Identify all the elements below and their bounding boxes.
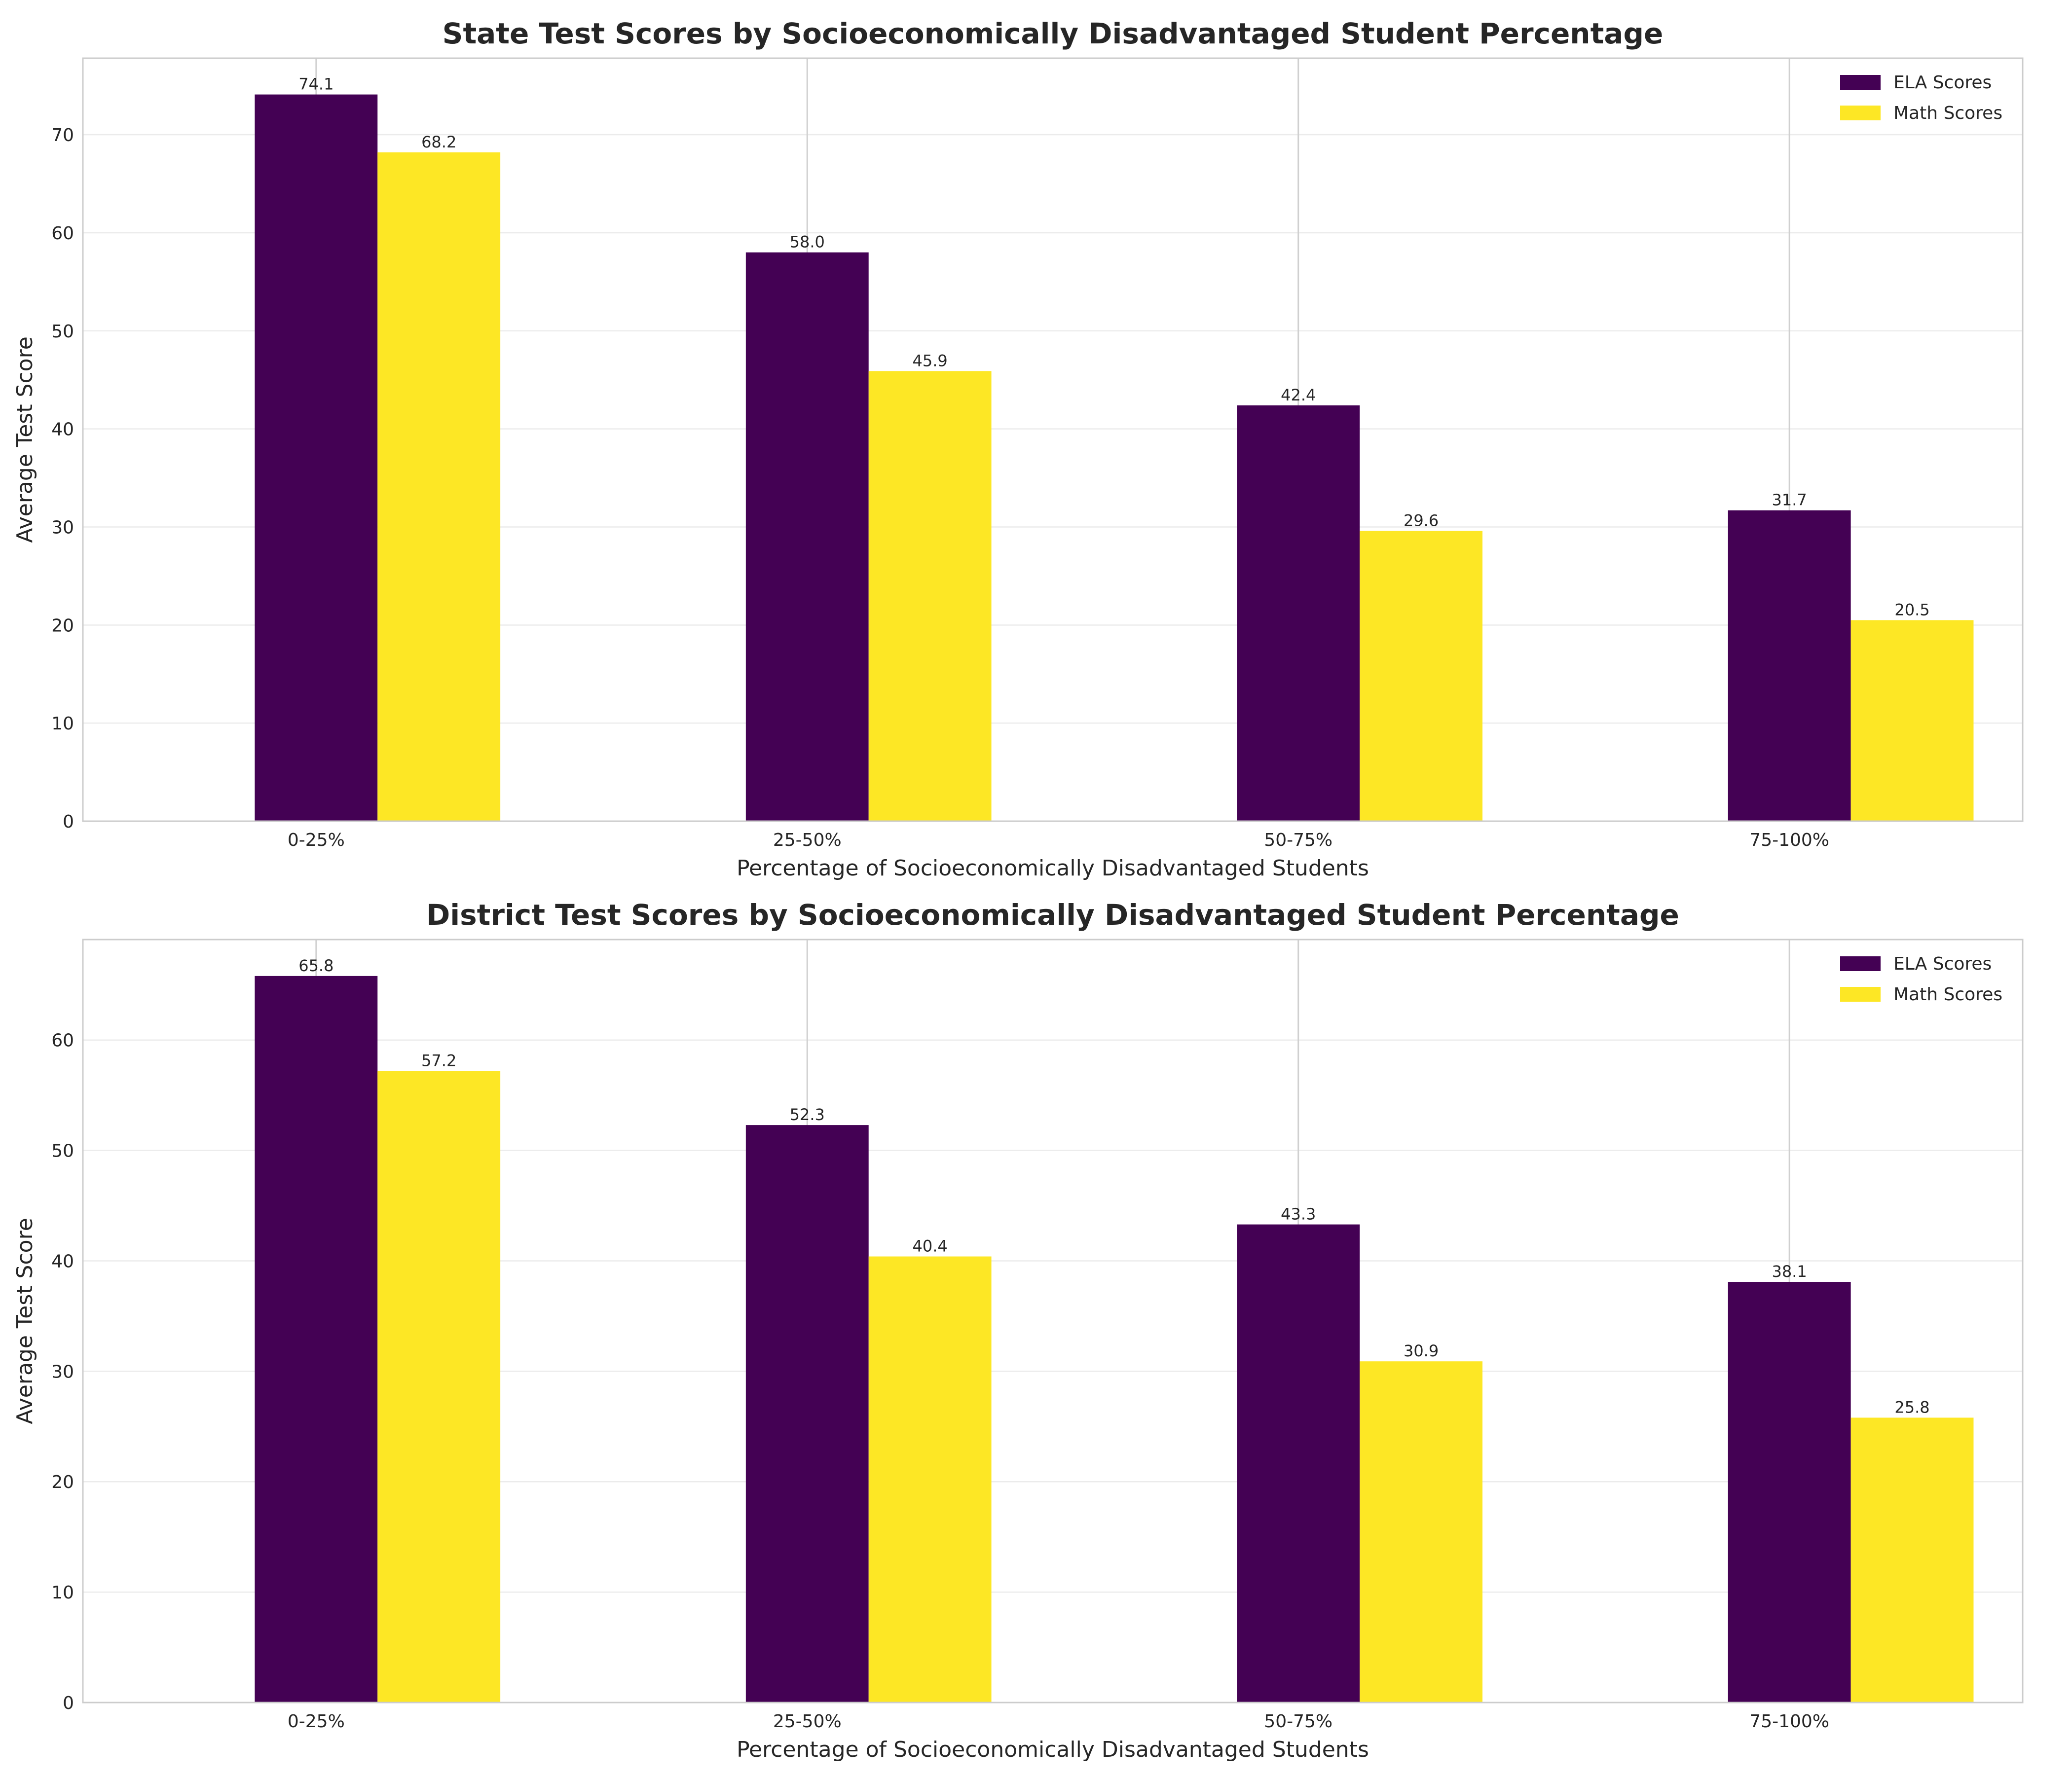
bar-value-label: 42.4 bbox=[1281, 386, 1316, 404]
bar-value-label: 58.0 bbox=[790, 233, 825, 252]
x-tick-label: 75-100% bbox=[1749, 1711, 1829, 1732]
bar-math-0 bbox=[377, 152, 501, 822]
x-tick-label: 0-25% bbox=[288, 830, 345, 850]
y-tick-label: 60 bbox=[51, 1031, 74, 1051]
y-tick-label: 0 bbox=[63, 1693, 74, 1713]
bar-ela-3 bbox=[1728, 1282, 1851, 1703]
bar-value-label: 43.3 bbox=[1281, 1205, 1316, 1224]
y-tick-label: 30 bbox=[51, 517, 74, 538]
bar-ela-0 bbox=[255, 976, 378, 1703]
bar-value-label: 29.6 bbox=[1404, 511, 1439, 530]
chart-panel-district: 0 10 20 30 40 50 60 0-25% 25-50% 50-75% 75-100% 65.… bbox=[12, 898, 2024, 1762]
y-tick-label: 20 bbox=[51, 1472, 74, 1492]
bar-value-label: 20.5 bbox=[1894, 600, 1929, 619]
bar-ela-0 bbox=[255, 94, 378, 821]
bar-value-label: 65.8 bbox=[298, 956, 333, 975]
bar-ela-2 bbox=[1237, 405, 1360, 821]
legend-label-ela: ELA Scores bbox=[1893, 954, 1992, 974]
y-tick-label: 40 bbox=[51, 420, 74, 440]
bar-value-label: 57.2 bbox=[421, 1051, 456, 1070]
x-tick-label: 75-100% bbox=[1749, 830, 1829, 850]
bar-ela-1 bbox=[745, 1125, 869, 1703]
y-axis-label: Average Test Score bbox=[12, 1218, 37, 1424]
chart-title: State Test Scores by Socioeconomically D… bbox=[443, 17, 1664, 50]
legend-swatch-ela bbox=[1840, 75, 1881, 90]
bar-value-label: 40.4 bbox=[913, 1237, 948, 1256]
bar-value-label: 52.3 bbox=[790, 1105, 825, 1124]
x-tick-label: 50-75% bbox=[1264, 1711, 1332, 1732]
legend-swatch-ela bbox=[1840, 956, 1881, 971]
bar-ela-1 bbox=[745, 252, 869, 822]
x-tick-label: 25-50% bbox=[773, 1711, 842, 1732]
bar-ela-2 bbox=[1237, 1224, 1360, 1703]
bar-math-3 bbox=[1850, 620, 1974, 821]
chart-title: District Test Scores by Socioeconomicall… bbox=[426, 898, 1679, 932]
bar-value-label: 30.9 bbox=[1404, 1342, 1439, 1360]
bar-math-2 bbox=[1360, 1361, 1483, 1703]
y-tick-label: 30 bbox=[51, 1362, 74, 1382]
plot-frame bbox=[82, 939, 2024, 1704]
chart-panel-state: 0 10 20 30 40 50 60 70 0-25% 25-50% 50-75% 75-100% 7… bbox=[12, 17, 2024, 881]
x-tick-label: 0-25% bbox=[288, 1711, 345, 1732]
y-axis-label: Average Test Score bbox=[12, 336, 37, 543]
x-axis-label: Percentage of Socioeconomically Disadvan… bbox=[737, 1737, 1369, 1762]
bar-value-label: 45.9 bbox=[913, 351, 948, 370]
y-tick-label: 60 bbox=[51, 223, 74, 244]
legend-label-math: Math Scores bbox=[1893, 984, 2002, 1005]
bar-value-label: 68.2 bbox=[421, 133, 456, 151]
x-axis-label: Percentage of Socioeconomically Disadvan… bbox=[737, 856, 1369, 881]
bar-math-1 bbox=[868, 371, 992, 821]
x-tick-label: 25-50% bbox=[773, 830, 842, 850]
y-tick-label: 40 bbox=[51, 1251, 74, 1271]
bar-math-2 bbox=[1360, 531, 1483, 821]
legend: ELA Scores Math Scores bbox=[1840, 954, 2002, 1005]
bar-math-3 bbox=[1850, 1417, 1974, 1703]
legend: ELA Scores Math Scores bbox=[1840, 73, 2002, 123]
bar-value-label: 74.1 bbox=[298, 75, 333, 94]
y-tick-label: 50 bbox=[51, 322, 74, 342]
bar-math-1 bbox=[868, 1256, 992, 1703]
y-tick-label: 50 bbox=[51, 1141, 74, 1161]
bar-ela-3 bbox=[1728, 510, 1851, 821]
bar-value-label: 25.8 bbox=[1894, 1398, 1929, 1416]
bar-value-label: 31.7 bbox=[1772, 491, 1807, 509]
legend-swatch-math bbox=[1840, 106, 1881, 120]
y-tick-label: 10 bbox=[51, 714, 74, 734]
bar-math-0 bbox=[377, 1071, 501, 1703]
y-tick-label: 70 bbox=[51, 125, 74, 145]
y-tick-label: 10 bbox=[51, 1583, 74, 1603]
x-tick-label: 50-75% bbox=[1264, 830, 1332, 850]
legend-swatch-math bbox=[1840, 987, 1881, 1002]
plot-frame bbox=[82, 57, 2024, 822]
bar-value-label: 38.1 bbox=[1772, 1262, 1807, 1281]
y-tick-label: 0 bbox=[63, 812, 74, 832]
legend-label-ela: ELA Scores bbox=[1893, 73, 1992, 93]
legend-label-math: Math Scores bbox=[1893, 103, 2002, 123]
y-tick-label: 20 bbox=[51, 616, 74, 636]
